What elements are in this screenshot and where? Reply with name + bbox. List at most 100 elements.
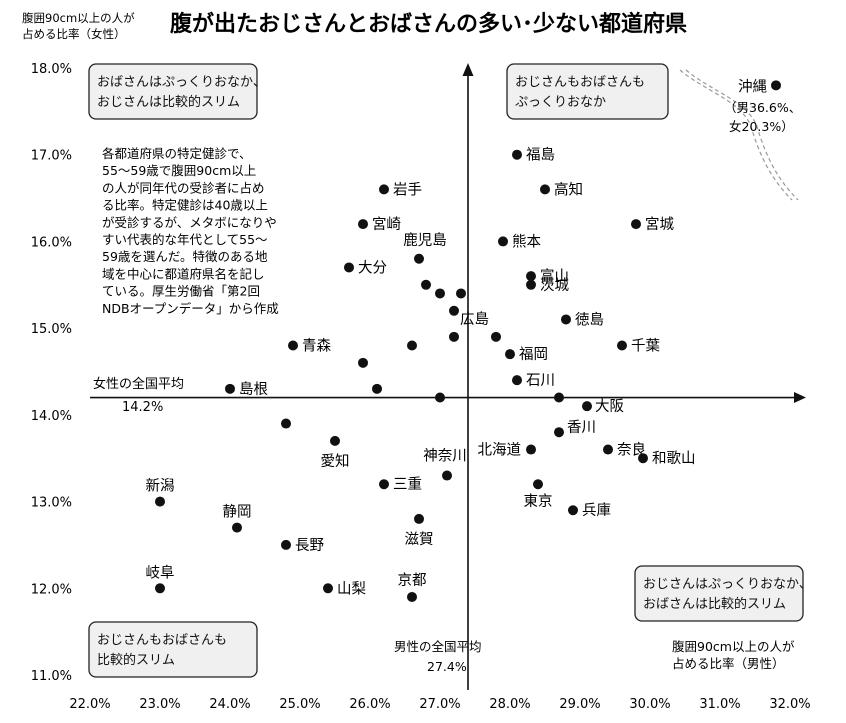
quadrant-text-3-0: おじさんはぷっくりおなか、 bbox=[643, 577, 812, 592]
point-label-23: 石川 bbox=[526, 373, 555, 389]
y-tick-label-3: 14.0% bbox=[31, 409, 72, 424]
data-point-34 bbox=[638, 453, 648, 464]
x-tick-label-9: 31.0% bbox=[699, 697, 740, 712]
point-label-21: 福岡 bbox=[519, 346, 548, 363]
female-average-label: 女性の全国平均 bbox=[93, 376, 184, 392]
data-point-11 bbox=[421, 279, 431, 290]
quadrant-box-2 bbox=[88, 621, 258, 678]
point-label-2: 岩手 bbox=[393, 181, 422, 198]
quadrant-box-1 bbox=[506, 63, 669, 120]
data-point-36 bbox=[379, 479, 389, 490]
data-point-43 bbox=[155, 583, 165, 594]
data-point-14 bbox=[449, 305, 459, 316]
point-label-8: 大分 bbox=[358, 259, 387, 276]
y-tick-label-1: 12.0% bbox=[31, 582, 72, 597]
point-label-45: 京都 bbox=[398, 572, 427, 589]
point-label-38: 新潟 bbox=[146, 478, 175, 495]
quadrant-label-0: おばさんはぷっくりおなか、おじさんは比較的スリム bbox=[88, 63, 266, 120]
data-point-15 bbox=[561, 314, 571, 325]
data-point-38 bbox=[155, 496, 165, 507]
x-tick-label-8: 30.0% bbox=[629, 697, 670, 712]
x-tick-label-5: 27.0% bbox=[419, 697, 460, 712]
x-tick-label-7: 29.0% bbox=[559, 697, 600, 712]
point-label-40: 滋賀 bbox=[405, 531, 434, 548]
point-label-34: 和歌山 bbox=[652, 450, 696, 467]
break-mark-2 bbox=[685, 69, 799, 201]
y-axis-label-line-2: 占める比率（女性） bbox=[22, 27, 126, 41]
data-point-45 bbox=[407, 591, 417, 602]
data-point-16 bbox=[491, 331, 501, 342]
x-tick-label-6: 28.0% bbox=[489, 697, 530, 712]
point-label-18: 青森 bbox=[302, 337, 331, 354]
data-point-44 bbox=[323, 583, 333, 594]
x-axis-label-line-2: 占める比率（男性） bbox=[672, 656, 785, 671]
x-tick-label-1: 23.0% bbox=[139, 697, 180, 712]
y-tick-label-0: 11.0% bbox=[31, 669, 72, 684]
data-point-19 bbox=[407, 340, 417, 351]
quadrant-box-3 bbox=[634, 565, 804, 622]
data-point-26 bbox=[435, 392, 445, 403]
data-point-2 bbox=[379, 184, 389, 195]
okinawa-note: （男36.6%、女20.3%） bbox=[724, 100, 801, 134]
description-line-4: が受診するが、メタボになりや bbox=[102, 215, 277, 230]
point-label-9: 富山 bbox=[540, 267, 569, 285]
data-point-17 bbox=[449, 331, 459, 342]
data-point-12 bbox=[435, 288, 445, 299]
quadrant-labels: おばさんはぷっくりおなか、おじさんは比較的スリム おじさんもおばさんもぷっくりおな… bbox=[88, 63, 812, 678]
data-point-9 bbox=[526, 271, 536, 282]
point-label-31: 愛知 bbox=[321, 453, 350, 470]
point-label-42: 長野 bbox=[295, 537, 324, 554]
data-point-23 bbox=[512, 375, 522, 386]
okinawa-note-line-1: 女20.3%） bbox=[729, 119, 794, 134]
point-label-15: 徳島 bbox=[575, 311, 604, 328]
description-line-8: ている。厚生労働省「第2回 bbox=[102, 284, 260, 299]
y-tick-label-6: 17.0% bbox=[31, 149, 72, 164]
data-point-40 bbox=[414, 513, 424, 524]
description-line-7: 域を中心に都道府県名を記し bbox=[102, 266, 265, 281]
female-average-value: 14.2% bbox=[122, 400, 163, 415]
data-point-41 bbox=[232, 522, 242, 533]
y-tick-label-2: 13.0% bbox=[31, 496, 72, 511]
average-labels: 女性の全国平均 14.2% 男性の全国平均 27.4% bbox=[93, 376, 482, 674]
x-tick-label-10: 32.0% bbox=[769, 697, 810, 712]
break-mark-1 bbox=[679, 69, 793, 201]
x-axis-label-line-1: 腹囲90cm以上の人が bbox=[672, 639, 795, 654]
okinawa-break-marks bbox=[679, 69, 799, 201]
point-label-4: 宮崎 bbox=[372, 216, 401, 233]
x-axis-label: 腹囲90cm以上の人が 占める比率（男性） bbox=[672, 639, 798, 671]
point-label-30: 香川 bbox=[567, 419, 596, 436]
quadrant-label-3: おじさんはぷっくりおなか、おばさんは比較的スリム bbox=[634, 565, 812, 622]
data-point-35 bbox=[442, 470, 452, 481]
data-point-20 bbox=[617, 340, 627, 351]
horizontal-arrowhead bbox=[794, 392, 806, 404]
point-label-32: 北海道 bbox=[478, 442, 522, 459]
y-axis-label: 腹囲90cm以上の人が 占める比率（女性） bbox=[22, 11, 138, 41]
point-label-28: 大阪 bbox=[595, 398, 624, 415]
data-point-6 bbox=[498, 236, 508, 247]
chart-title: 腹が出たおじさんとおばさんの多い･少ない都道府県 bbox=[170, 11, 687, 37]
point-label-7: 鹿児島 bbox=[403, 232, 447, 249]
y-tick-label-5: 16.0% bbox=[31, 235, 72, 250]
quadrant-text-1-1: ぷっくりおなか bbox=[515, 95, 606, 110]
tick-labels: 22.0% 23.0% 24.0% 25.0% 26.0% 27.0% 28.0% 29.0%… bbox=[31, 62, 811, 712]
data-point-10 bbox=[526, 279, 536, 290]
data-point-22 bbox=[358, 357, 368, 368]
data-point-5 bbox=[631, 219, 641, 230]
data-point-32 bbox=[526, 444, 536, 455]
data-point-8 bbox=[344, 262, 354, 273]
data-point-21 bbox=[505, 349, 515, 360]
point-label-0: 沖縄 bbox=[738, 78, 767, 95]
data-point-27 bbox=[554, 392, 564, 403]
male-average-value: 27.4% bbox=[427, 659, 467, 674]
description-line-6: 59歳を選んだ。特徴のある地 bbox=[102, 249, 268, 264]
data-point-13 bbox=[456, 288, 466, 299]
quadrant-text-0-0: おばさんはぷっくりおなか、 bbox=[97, 75, 266, 90]
data-point-24 bbox=[225, 383, 235, 394]
description-text: 各都道府県の特定健診で、 55～59歳で腹囲90cm以上の人が同年代の受診者に占め… bbox=[102, 146, 279, 316]
data-point-25 bbox=[372, 383, 382, 394]
quadrant-text-1-0: おじさんもおばさんも bbox=[515, 75, 645, 90]
data-point-42 bbox=[281, 539, 291, 550]
